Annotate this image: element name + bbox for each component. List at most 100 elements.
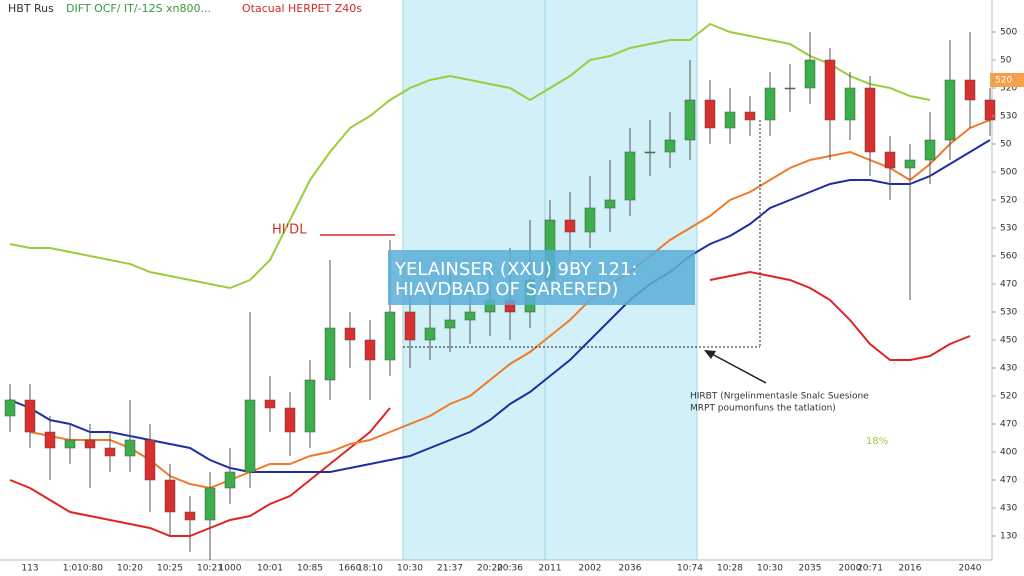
candle-body bbox=[564, 219, 576, 233]
candle-body bbox=[904, 159, 916, 169]
candle-body bbox=[864, 87, 876, 153]
level-label: HI'DL bbox=[272, 223, 307, 238]
x-tick-label: 2000 bbox=[839, 564, 862, 574]
candle-body bbox=[984, 99, 996, 121]
candle-body bbox=[264, 399, 276, 409]
candle-body bbox=[164, 479, 176, 513]
y-tick-label: 520 bbox=[1000, 84, 1017, 94]
candle-body bbox=[384, 311, 396, 361]
candle-body bbox=[424, 327, 436, 341]
x-tick-label: 10:30 bbox=[397, 564, 423, 574]
arrow bbox=[709, 352, 767, 384]
y-tick-label: 450 bbox=[1000, 336, 1017, 346]
y-tick-label: 50 bbox=[1000, 56, 1012, 66]
y-tick-label: 500 bbox=[1000, 168, 1017, 178]
legend-entry: DIFT OCF/ IT/-12S xn800... bbox=[66, 2, 211, 15]
candle-body bbox=[84, 439, 96, 449]
y-tick-label: 560 bbox=[1000, 252, 1017, 262]
y-tick-label: 530 bbox=[1000, 308, 1017, 318]
x-tick-label: 2002 bbox=[579, 564, 602, 574]
candle-body bbox=[4, 399, 16, 417]
y-tick-label: 470 bbox=[1000, 280, 1017, 290]
x-tick-label: 10:28 bbox=[717, 564, 743, 574]
pct-label: 18% bbox=[866, 436, 888, 447]
candle-body bbox=[104, 447, 116, 457]
legend-entry: Otacual HERPET Z40s bbox=[242, 2, 362, 15]
x-tick-label: 2036 bbox=[619, 564, 642, 574]
candle-body bbox=[24, 399, 36, 433]
candle-body bbox=[304, 379, 316, 433]
candle-body bbox=[224, 471, 236, 489]
candle-body bbox=[664, 139, 676, 153]
y-tick-label: 430 bbox=[1000, 364, 1017, 374]
ma-line bbox=[9, 139, 991, 473]
x-tick-label: 2035 bbox=[799, 564, 822, 574]
price-tag bbox=[990, 73, 1024, 87]
x-tick-label: 10:80 bbox=[77, 564, 103, 574]
x-tick-label: 113 bbox=[21, 564, 38, 574]
x-tick-label: 10:01 bbox=[257, 564, 283, 574]
y-tick-label: 500 bbox=[1000, 28, 1017, 38]
y-tick-label: 470 bbox=[1000, 420, 1017, 430]
candle-body bbox=[144, 439, 156, 481]
candle-body bbox=[184, 511, 196, 521]
candle-body bbox=[204, 487, 216, 521]
note-text: MRPT poumonfuns the tatlation) bbox=[690, 404, 836, 414]
x-tick-label: 2040 bbox=[959, 564, 982, 574]
candle-body bbox=[624, 151, 636, 201]
candle-body bbox=[964, 79, 976, 101]
x-tick-label: 20:20 bbox=[477, 564, 503, 574]
candle-body bbox=[724, 111, 736, 129]
candle-body bbox=[364, 339, 376, 361]
x-tick-label: 10:25 bbox=[157, 564, 183, 574]
candle-body bbox=[64, 439, 76, 449]
y-tick-label: 130 bbox=[1000, 532, 1017, 542]
candle-body bbox=[444, 319, 456, 329]
callout-text: YELAINSER (XXU) 9BY 121: bbox=[394, 259, 637, 280]
x-tick-label: 10:74 bbox=[677, 564, 703, 574]
y-tick-label: 530 bbox=[1000, 112, 1017, 122]
x-tick-label: 1660 bbox=[339, 564, 362, 574]
x-tick-label: 20:36 bbox=[497, 564, 523, 574]
candle-body bbox=[404, 311, 416, 341]
candle-body bbox=[764, 87, 776, 121]
callout-box bbox=[388, 250, 695, 305]
legend-entry: HBT Rus bbox=[8, 2, 54, 15]
candle-body bbox=[884, 151, 896, 169]
candle-body bbox=[244, 399, 256, 473]
candle-body bbox=[124, 439, 136, 457]
x-tick-label: 1000 bbox=[219, 564, 242, 574]
y-tick-label: 520 bbox=[1000, 392, 1017, 402]
callout-text: HIAVDBAD OF SARERED) bbox=[395, 279, 618, 300]
y-tick-label: 50 bbox=[1000, 140, 1012, 150]
price-tag-label: 520 bbox=[995, 76, 1012, 86]
x-tick-label: 2011 bbox=[539, 564, 562, 574]
ma-line bbox=[9, 270, 971, 537]
y-tick-label: 530 bbox=[1000, 224, 1017, 234]
x-tick-label: 10:30 bbox=[757, 564, 783, 574]
candle-body bbox=[784, 87, 796, 90]
candle-body bbox=[824, 59, 836, 121]
y-tick-label: 430 bbox=[1000, 504, 1017, 514]
candle-body bbox=[684, 99, 696, 141]
x-tick-label: 10:21 bbox=[197, 564, 223, 574]
y-tick-label: 470 bbox=[1000, 476, 1017, 486]
arrow-head bbox=[704, 350, 716, 359]
candle-body bbox=[644, 151, 656, 154]
y-tick-label: 520 bbox=[1000, 196, 1017, 206]
candle-body bbox=[44, 431, 56, 449]
x-tick-label: 21:37 bbox=[437, 564, 463, 574]
candle-body bbox=[584, 207, 596, 233]
candle-body bbox=[344, 327, 356, 341]
candle-body bbox=[804, 59, 816, 89]
x-tick-label: 20:71 bbox=[857, 564, 883, 574]
x-tick-label: 1:0 bbox=[63, 564, 78, 574]
candle-body bbox=[924, 139, 936, 161]
candle-body bbox=[324, 327, 336, 381]
candle-body bbox=[844, 87, 856, 121]
candle-body bbox=[704, 99, 716, 129]
x-tick-label: 2016 bbox=[899, 564, 922, 574]
x-tick-label: 10:85 bbox=[297, 564, 323, 574]
candle-body bbox=[944, 79, 956, 141]
